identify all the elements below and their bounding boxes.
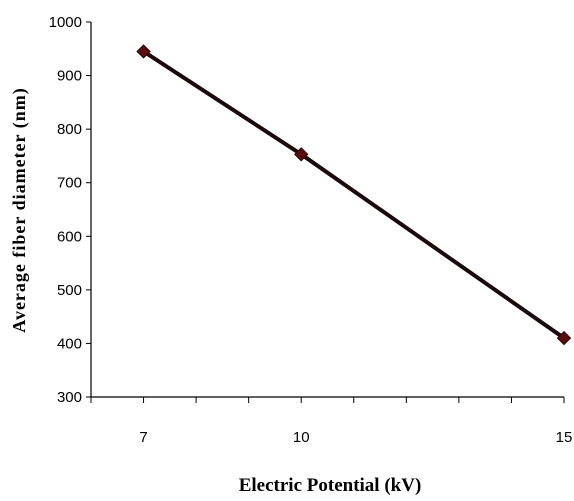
y-tick-label: 1000 — [49, 14, 82, 31]
y-tick-label: 400 — [57, 335, 82, 352]
y-tick-label: 900 — [57, 68, 82, 85]
x-axis-ticks: 7 10 15 — [90, 397, 573, 446]
y-tick-label: 600 — [57, 228, 82, 245]
x-tick-label: 15 — [556, 429, 573, 446]
data-point — [294, 147, 309, 162]
x-axis-title: Electric Potential (kV) — [239, 475, 422, 496]
y-tick-label: 300 — [57, 389, 82, 406]
y-tick-label: 700 — [57, 175, 82, 192]
series-layer — [136, 44, 572, 346]
data-point — [136, 44, 151, 59]
series-line — [142, 49, 566, 340]
y-axis-title: Average fiber diameter (nm) — [9, 87, 30, 332]
y-tick-label: 500 — [57, 282, 82, 299]
y-axis-ticks: 300 400 500 600 700 800 900 1000 — [49, 14, 91, 406]
data-point — [556, 330, 572, 346]
plot-area: 300 400 500 600 700 800 900 1000 7 10 15 — [49, 14, 573, 446]
y-tick-label: 800 — [57, 121, 82, 138]
x-tick-label: 7 — [139, 429, 147, 446]
x-tick-label: 10 — [293, 429, 310, 446]
